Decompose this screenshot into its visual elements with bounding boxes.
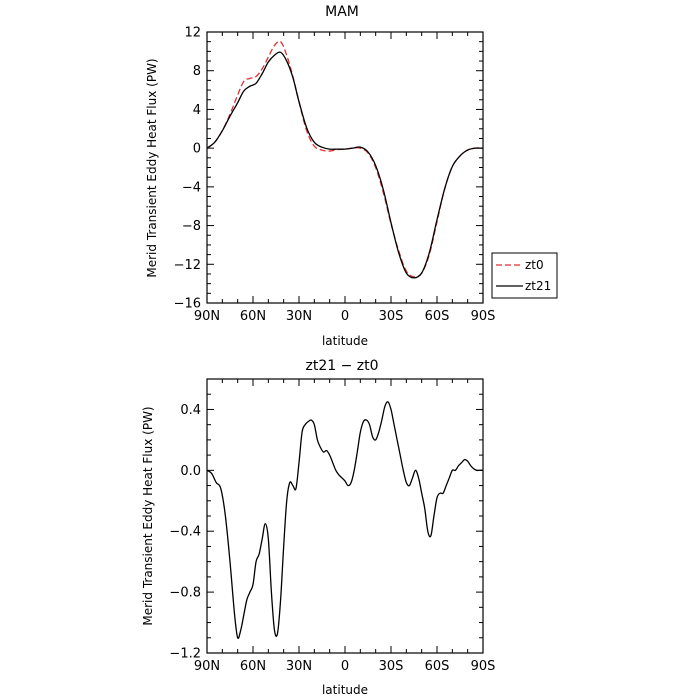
chart-bottom-x-tick-label: 60S [425,659,450,674]
chart-bottom-x-tick-label: 30N [286,659,312,674]
chart-bottom-ticks: 90N 60N 30N 0 30S 60S 90S 0.4 0.0 −0.4 −0.8 −1.2 [169,378,496,674]
chart-bottom-plot-frame [206,378,484,654]
chart-bottom-x-tick-label: 90N [194,659,220,674]
chart-bottom-y-axis-label: Merid Transient Eddy Heat Flux (PW) [141,406,155,625]
chart-bottom-x-axis-label: latitude [322,683,368,697]
chart-top-x-axis-label: latitude [322,334,368,348]
chart-top-y-tick-label: −8 [182,219,201,234]
legend-label-zt0: zt0 [525,258,544,272]
chart-top-y-tick-label: −4 [182,180,201,195]
chart-bottom-y-tick-label: 0.0 [180,464,201,479]
chart-bottom-series [206,401,483,639]
chart-bottom-y-tick-label: 0.4 [180,403,201,418]
chart-top-ticks: 90N 60N 30N 0 30S 60S 90S 12 8 4 0 −4 −8 −12 −16 [174,26,496,325]
chart-top-series [206,40,484,279]
chart-top-x-tick-label: 30S [379,309,404,324]
chart-top-y-tick-label: 8 [193,64,201,79]
chart-bottom-x-tick-label: 60N [240,659,266,674]
chart-top-x-tick-label: 0 [341,309,349,324]
chart-bottom-series-line [206,401,483,639]
chart-top-y-tick-label: 0 [193,142,201,157]
chart-top-x-tick-label: 60S [425,309,450,324]
chart-top-y-tick-label: −12 [174,258,201,273]
chart-bottom-y-tick-label: −0.8 [169,586,201,601]
chart-top-y-tick-label: 4 [193,103,201,118]
chart-top-y-tick-label: −16 [174,297,201,312]
chart-top-x-tick-label: 90S [471,309,496,324]
chart-top-plot-frame [206,31,484,304]
chart-top-y-tick-label: 12 [184,26,201,41]
chart-top-x-tick-label: 90N [194,309,220,324]
chart-top-series-line-zt21 [206,51,484,279]
chart-top-series-line-zt0 [206,40,484,278]
chart-bottom-x-tick-label: 0 [341,659,349,674]
chart-top: MAM 90N 60N 30N 0 30S 60S 90S 12 8 4 0 −4 −8 −12 −16 l… [145,4,558,348]
chart-top-legend: zt0 zt21 [491,252,558,299]
legend-box [491,252,558,299]
chart-top-title: MAM [325,4,359,20]
chart-bottom-title: zt21 − zt0 [305,358,378,374]
legend-label-zt21: zt21 [525,279,551,293]
chart-bottom: zt21 − zt0 90N 60N 30N 0 30S 60S 90S 0.4 0.0 −0.4… [141,358,495,697]
chart-bottom-y-tick-label: −1.2 [169,647,201,662]
chart-bottom-x-tick-label: 30S [379,659,404,674]
chart-bottom-y-tick-label: −0.4 [169,525,201,540]
chart-top-x-tick-label: 60N [240,309,266,324]
chart-top-y-axis-label: Merid Transient Eddy Heat Flux (PW) [145,58,159,277]
chart-top-x-tick-label: 30N [286,309,312,324]
chart-bottom-x-tick-label: 90S [471,659,496,674]
